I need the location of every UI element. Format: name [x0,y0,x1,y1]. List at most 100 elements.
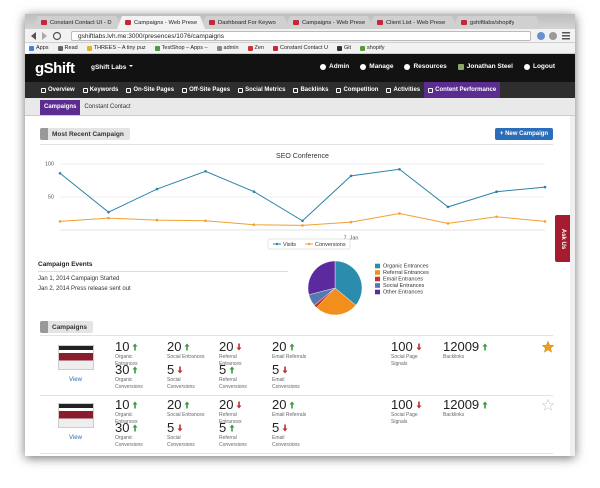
metric-value-line: 20 [167,340,217,353]
nav-buttons[interactable] [29,31,69,41]
browser-tab[interactable]: Campaigns - Web Prese [117,16,205,29]
menu-icon[interactable] [562,32,570,40]
view-link[interactable]: View [69,435,82,441]
ask-us-tab[interactable]: Ask Us [555,215,570,262]
menu-item[interactable]: Backlinks [289,82,332,98]
metric-value-line: 20 [272,340,322,353]
metric-value: 5 [219,362,227,377]
new-campaign-button[interactable]: + New Campaign [495,128,553,140]
legend-label: Conversions [315,242,346,248]
metric-value: 20 [219,397,234,412]
y-tick-label: 50 [48,194,54,200]
bookmark[interactable]: THREES – A tiny puz [86,45,146,51]
menu-item[interactable]: Activities [382,82,424,98]
legend-label: Referral Entrances [383,270,429,276]
metric-value: 30 [115,362,130,377]
point [349,220,353,224]
menu-icon [126,87,132,93]
tab-favicon [125,20,131,25]
tab-favicon [209,20,215,25]
tab-title: gshiftlabs/shopify [470,19,515,26]
link-icon [360,63,367,70]
menu-item[interactable]: Keywords [79,82,123,98]
header-link[interactable]: Manage [360,63,393,70]
logo[interactable]: gShift [35,60,75,77]
campaign-thumbnail[interactable] [58,403,94,428]
browser-tab[interactable]: Client List - Web Prese [369,16,457,29]
extension-icon[interactable] [549,32,557,40]
favorite-star[interactable] [542,399,554,411]
metric: 5 Referral Conversions [219,363,269,390]
trend-arrow [132,401,138,408]
favorite-star[interactable] [542,341,554,353]
x-tick-label: 7. Jan [344,235,359,241]
bookmark[interactable]: Apps [29,45,49,51]
main-menu: Overview Keywords On-Site Pages Off-Site Pa… [25,82,575,98]
arrow-shape [132,401,138,408]
section-pill: Campaigns [40,321,94,333]
metric-label: Organic Entrances [115,412,138,425]
bookmark[interactable]: TestShop – Apps – [154,45,208,51]
metric: 20 Email Referrals [272,398,322,419]
menu-item[interactable]: Competition [332,82,382,98]
menu-item[interactable]: Overview [37,82,79,98]
view-link[interactable]: View [69,377,82,383]
trend-arrow [132,343,138,350]
menu-item[interactable]: Social Metrics [234,82,289,98]
bookmark[interactable]: admin [216,45,239,51]
divider [38,271,288,272]
menu-item[interactable]: On-Site Pages [122,82,178,98]
metric-value-line: 20 [167,398,217,411]
address-bar[interactable]: gshiftlabs.lvh.me:3000/presences/1076/ca… [71,31,531,41]
metric-label: Email Referrals [272,412,307,418]
menu-item[interactable]: Content Performance [424,82,501,98]
trend-arrow [416,401,422,408]
campaign-thumbnail[interactable] [58,345,94,370]
bookmark-label: Read [64,45,78,51]
header-link[interactable]: Admin [320,63,349,70]
series-line [59,212,546,226]
arrow-shape [236,343,242,350]
metric-value-line: 5 [219,363,269,376]
bookmark[interactable]: Zen [247,45,264,51]
y-tick-label: 100 [45,161,54,167]
header-link[interactable]: Resources [404,63,447,70]
link-label: Resources [413,63,447,70]
header-link[interactable]: Jonathan Steel [457,63,513,70]
tab-title: Campaigns - Web Prese [134,19,197,26]
org-switcher[interactable]: gShift Labs [91,64,134,71]
point [398,212,401,215]
browser-tab[interactable]: gshiftlabs/shopify [453,16,541,29]
metric-label: Email Conversions [272,377,300,390]
bookmark[interactable]: Read [57,45,78,51]
point [204,169,207,173]
browser-tab[interactable]: Campaigns - Web Prese [285,16,373,29]
sub-tab[interactable]: Campaigns [40,100,81,115]
browser-tab[interactable]: Constant Contact UI - D [33,16,121,29]
browser-tab[interactable]: Dashboard For Keywo [201,16,289,29]
metric-value: 10 [115,397,130,412]
metric-value-line: 30 [115,421,165,434]
menu-icon [386,87,392,93]
bookmark[interactable]: Git [337,45,351,51]
metric-label: Social Conversions [167,377,195,390]
legend-swatch [375,289,380,295]
metric-label: Email Conversions [272,435,300,448]
point [107,210,110,214]
legend-dot [275,242,279,246]
bookmark[interactable]: shopify [360,45,384,51]
sub-tab[interactable]: Constant Contact [84,104,131,110]
bookmark[interactable]: Constant Contact U [273,45,328,51]
metric-value-line: 5 [167,363,217,376]
legend-swatch [375,263,380,269]
scrollbar [570,116,575,456]
menu-item[interactable]: Off-Site Pages [178,82,234,98]
link-icon [404,63,411,70]
menu-icon [238,87,244,93]
menu-icon [82,87,88,93]
extension-icon[interactable] [537,32,545,40]
header-link[interactable]: Logout [523,63,555,70]
arrow-shape [482,401,488,408]
trend-arrow [184,343,190,350]
metric-value: 20 [272,397,287,412]
